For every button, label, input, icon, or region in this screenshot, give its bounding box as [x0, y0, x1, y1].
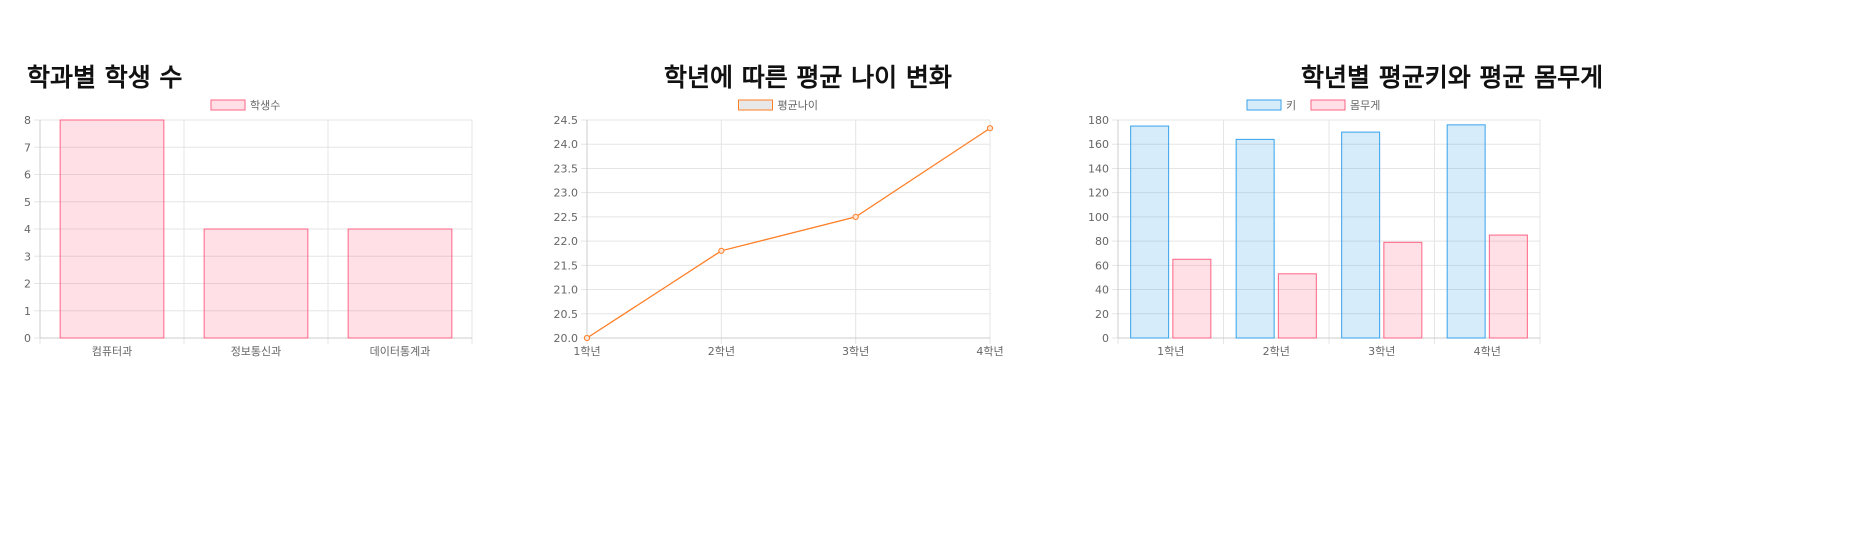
- y-tick-label: 21.0: [554, 284, 579, 297]
- y-tick-label: 24.0: [554, 138, 579, 151]
- x-tick-label: 3학년: [842, 345, 869, 358]
- x-tick-label: 2학년: [708, 345, 735, 358]
- chart-title: 학과별 학생 수: [27, 63, 183, 92]
- x-tick-label: 1학년: [573, 345, 600, 358]
- y-tick-label: 140: [1088, 162, 1109, 175]
- y-tick-label: 20: [1095, 308, 1109, 321]
- chart-panel-students-by-dept: 학과별 학생 수 0 1 2 3 4 5 6 7 8 컴퓨터과 정보통신과 데이터통계과 학생수: [0, 0, 560, 545]
- y-tick-label: 20.5: [554, 308, 579, 321]
- bar: [1446, 124, 1486, 339]
- y-tick-label: 23.0: [554, 187, 579, 200]
- y-tick-label: 6: [24, 169, 31, 182]
- x-tick-label: 정보통신과: [231, 345, 282, 358]
- line-series-avg-age: [586, 127, 991, 339]
- legend-label: 학생수: [250, 99, 280, 112]
- y-tick-label: 100: [1088, 211, 1109, 224]
- y-tick-label: 24.5: [554, 114, 579, 127]
- line-point: [583, 334, 591, 342]
- y-tick-label: 7: [24, 141, 31, 154]
- line-point: [852, 213, 859, 220]
- legend-swatch: [210, 99, 246, 111]
- legend-swatch: [1246, 99, 1282, 111]
- legend-swatch: [1310, 99, 1346, 111]
- chart-panel-height-weight: 학년별 평균키와 평균 몸무게 0 20 40 60 80 100 120 140 160 180…: [1088, 0, 1834, 545]
- x-tick-label: 4학년: [976, 345, 1003, 358]
- y-tick-label: 120: [1088, 187, 1109, 200]
- y-tick-label: 21.5: [554, 259, 579, 272]
- chart-title: 학년별 평균키와 평균 몸무게: [1301, 63, 1604, 92]
- legend-swatch: [738, 99, 773, 111]
- x-tick-label: 1학년: [1157, 345, 1184, 358]
- bar: [59, 119, 165, 339]
- bar: [203, 228, 309, 339]
- bar: [1383, 241, 1423, 339]
- y-tick-label: 5: [24, 196, 31, 209]
- y-tick-label: 1: [24, 305, 31, 318]
- y-tick-label: 23.5: [554, 162, 579, 175]
- bar: [1488, 234, 1528, 339]
- bar: [1341, 131, 1381, 339]
- y-tick-label: 60: [1095, 259, 1109, 272]
- legend-label: 몸무게: [1350, 99, 1380, 112]
- bar: [1130, 125, 1170, 339]
- y-tick-label: 2: [24, 278, 31, 291]
- bar: [1235, 138, 1275, 339]
- line-point: [986, 125, 994, 132]
- legend-label: 평균나이: [778, 99, 818, 112]
- y-tick-label: 0: [24, 332, 31, 345]
- y-tick-label: 4: [24, 223, 31, 236]
- x-tick-label: 컴퓨터과: [92, 345, 132, 358]
- x-tick-label: 데이터통계과: [370, 345, 431, 358]
- x-tick-label: 3학년: [1368, 345, 1395, 358]
- y-tick-label: 22.0: [554, 235, 579, 248]
- chart-title: 학년에 따른 평균 나이 변화: [664, 63, 952, 92]
- chart-panel-avg-age: 학년에 따른 평균 나이 변화 20.0 20.5 21.0 21.5 22.0 22.5…: [554, 0, 1197, 545]
- bar: [347, 228, 453, 339]
- y-tick-label: 22.5: [554, 211, 579, 224]
- x-tick-label: 4학년: [1474, 345, 1501, 358]
- y-tick-label: 40: [1095, 284, 1109, 297]
- bar: [1172, 258, 1212, 339]
- line-chart-avg-age: 20.0 20.5 21.0 21.5 22.0 22.5 23.0 23.5 24.0 24.5…: [554, 99, 1004, 358]
- legend-label: 키: [1286, 99, 1296, 112]
- x-tick-label: 2학년: [1263, 345, 1290, 358]
- y-tick-label: 20.0: [554, 332, 579, 345]
- y-tick-label: 8: [24, 114, 31, 127]
- bar: [1277, 273, 1317, 339]
- y-tick-label: 180: [1088, 114, 1109, 127]
- y-tick-label: 3: [24, 250, 31, 263]
- y-tick-label: 0: [1102, 332, 1109, 345]
- bar-chart-height-weight: 0 20 40 60 80 100 120 140 160 180 1학년 2학년 3학년 4학년 키 몸무게: [1088, 99, 1541, 358]
- y-tick-label: 160: [1088, 138, 1109, 151]
- y-tick-label: 80: [1095, 235, 1109, 248]
- line-point: [718, 247, 725, 254]
- bar-chart-students: 0 1 2 3 4 5 6 7 8 컴퓨터과 정보통신과 데이터통계과 학생수: [24, 99, 473, 358]
